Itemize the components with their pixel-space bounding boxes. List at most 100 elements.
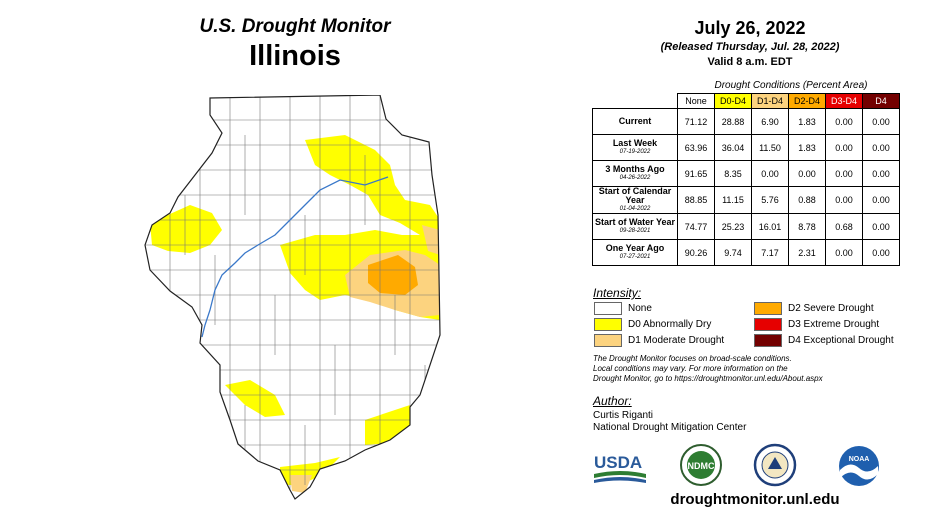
legend-swatch: [594, 333, 622, 347]
table-cell: 11.15: [714, 186, 752, 214]
table-row: Last Week 07-19-2022 63.96 36.04 11.50 1.…: [592, 134, 900, 161]
table-cell: 6.90: [751, 108, 789, 135]
legend-item-d3: D3 Extreme Drought: [754, 317, 879, 331]
noaa-logo: NOAA: [839, 446, 879, 486]
table-cell: 74.77: [677, 213, 715, 240]
table-cell: 0.00: [862, 160, 900, 187]
table-cell: 0.00: [825, 186, 863, 214]
table-cell: 0.00: [825, 108, 863, 135]
legend-swatch: [754, 333, 782, 347]
table-cell: 0.00: [825, 239, 863, 266]
legend-label: D3 Extreme Drought: [788, 318, 880, 330]
row-label: Last Week 07-19-2022: [592, 134, 678, 161]
table-cell: 0.00: [788, 160, 826, 187]
table-header-row: None D0-D4 D1-D4 D2-D4 D3-D4 D4: [593, 93, 900, 109]
legend-item-d4: D4 Exceptional Drought: [754, 333, 894, 347]
col-header-d0-d4: D0-D4: [714, 93, 752, 109]
table-row: 3 Months Ago 04-26-2022 91.65 8.35 0.00 0…: [592, 160, 900, 187]
row-label: Start of Water Year 09-28-2021: [592, 213, 678, 240]
table-cell: 36.04: [714, 134, 752, 161]
legend-title: Intensity:: [593, 286, 642, 300]
row-label-text: Current: [618, 116, 652, 126]
ndmc-logo-text: NDMC: [688, 461, 715, 471]
d1-area-ne: [422, 225, 440, 255]
title-us-drought-monitor: U.S. Drought Monitor: [199, 16, 391, 37]
row-label: Start of Calendar Year 01-04-2022: [592, 186, 678, 214]
table-cell: 0.00: [862, 239, 900, 266]
legend-swatch: [754, 317, 782, 331]
note-line: Local conditions may vary. For more info…: [593, 364, 788, 373]
table-cell: 16.01: [751, 213, 789, 240]
table-cell: 8.78: [788, 213, 826, 240]
legend-swatch: [594, 301, 622, 315]
table-row: Start of Water Year 09-28-2021 74.77 25.2…: [592, 213, 900, 240]
valid-time: Valid 8 a.m. EDT: [707, 56, 793, 68]
d0-area-north: [305, 135, 440, 240]
table-cell: 0.68: [825, 213, 863, 240]
table-row: Start of Calendar Year 01-04-2022 88.85 1…: [592, 186, 900, 214]
map-date: July 26, 2022: [694, 18, 806, 38]
row-date: 01-04-2022: [619, 206, 651, 212]
row-label-text: One Year Ago: [605, 243, 665, 253]
legend-label: D4 Exceptional Drought: [788, 334, 894, 346]
website-url[interactable]: droughtmonitor.unl.edu: [670, 491, 840, 508]
d1-area-tip: [290, 475, 312, 493]
table-caption: Drought Conditions (Percent Area): [714, 80, 868, 91]
disclaimer-note: The Drought Monitor focuses on broad-sca…: [593, 354, 923, 384]
table-cell: 0.00: [862, 213, 900, 240]
note-line: Drought Monitor, go to https://droughtmo…: [593, 374, 823, 383]
legend-label: D1 Moderate Drought: [628, 334, 725, 346]
commerce-seal-logo: [753, 443, 797, 487]
author-org: National Drought Mitigation Center: [593, 422, 747, 433]
d0-area-southwest: [225, 380, 285, 417]
drought-conditions-table: None D0-D4 D1-D4 D2-D4 D3-D4 D4 Current …: [592, 93, 900, 266]
row-label: Current: [592, 108, 678, 135]
col-header-d4: D4: [862, 93, 900, 109]
legend-label: D2 Severe Drought: [788, 302, 874, 314]
legend-swatch: [754, 301, 782, 315]
row-date: 09-28-2021: [619, 228, 651, 234]
legend-label: None: [628, 302, 652, 314]
d0-area-west: [150, 205, 222, 253]
legend-item-none: None: [594, 301, 652, 315]
col-header-none: None: [677, 93, 715, 109]
table-cell: 63.96: [677, 134, 715, 161]
table-cell: 90.26: [677, 239, 715, 266]
table-cell: 1.83: [788, 108, 826, 135]
table-cell: 0.00: [751, 160, 789, 187]
table-cell: 5.76: [751, 186, 789, 214]
table-cell: 9.74: [714, 239, 752, 266]
col-header-d2-d4: D2-D4: [788, 93, 826, 109]
table-cell: 7.17: [751, 239, 789, 266]
table-cell: 0.00: [825, 134, 863, 161]
table-cell: 88.85: [677, 186, 715, 214]
author-name: Curtis Riganti: [593, 410, 654, 421]
row-label-text: Last Week: [612, 138, 658, 148]
illinois-river: [201, 176, 389, 338]
table-cell: 0.00: [862, 134, 900, 161]
table-cell: 0.00: [862, 108, 900, 135]
col-header-d3-d4: D3-D4: [825, 93, 863, 109]
legend-label: D0 Abnormally Dry: [628, 318, 712, 330]
row-date: 04-26-2022: [619, 175, 651, 181]
legend-item-d1: D1 Moderate Drought: [594, 333, 724, 347]
table-cell: 0.00: [862, 186, 900, 214]
table-cell: 91.65: [677, 160, 715, 187]
row-date: 07-19-2022: [619, 149, 651, 155]
usda-logo: USDA: [594, 453, 646, 483]
legend-item-d2: D2 Severe Drought: [754, 301, 874, 315]
table-cell: 71.12: [677, 108, 715, 135]
table-cell: 28.88: [714, 108, 752, 135]
illinois-drought-map: [144, 95, 441, 500]
table-cell: 2.31: [788, 239, 826, 266]
table-cell: 8.35: [714, 160, 752, 187]
noaa-logo-text: NOAA: [849, 456, 870, 463]
row-date: 07-27-2021: [619, 254, 651, 260]
author-heading: Author:: [593, 394, 632, 408]
table-row: One Year Ago 07-27-2021 90.26 9.74 7.17 2…: [592, 239, 900, 266]
table-corner: [593, 94, 678, 109]
table-cell: 1.83: [788, 134, 826, 161]
note-line: The Drought Monitor focuses on broad-sca…: [593, 354, 792, 363]
legend-item-d0: D0 Abnormally Dry: [594, 317, 711, 331]
row-label-text: Start of Calendar Year: [598, 186, 672, 205]
